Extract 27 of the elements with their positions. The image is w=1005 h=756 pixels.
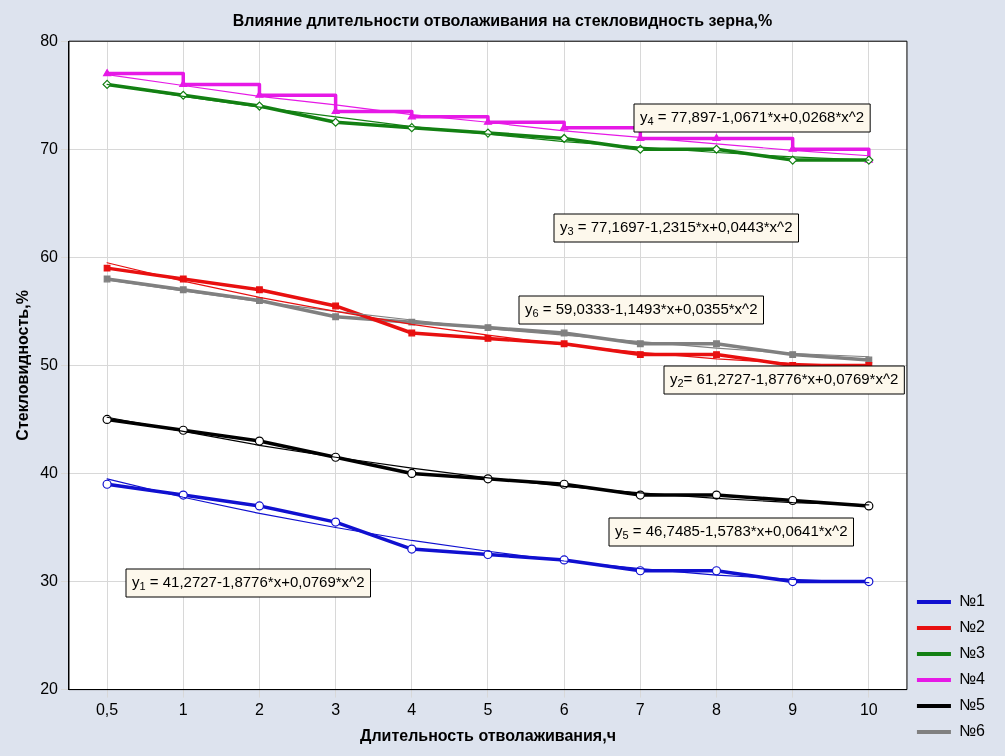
x-tick-label: 3 bbox=[331, 700, 341, 718]
x-tick-label: 6 bbox=[559, 700, 569, 718]
y-tick-label: 60 bbox=[40, 247, 59, 265]
x-tick-label: 2 bbox=[254, 700, 264, 718]
y-tick-label: 70 bbox=[40, 139, 59, 157]
x-tick-label: 10 bbox=[859, 700, 878, 718]
y-tick-label: 80 bbox=[40, 31, 59, 49]
legend-label: №3 bbox=[958, 644, 986, 662]
x-axis-title: Длительность отволаживания,ч bbox=[360, 726, 616, 744]
x-tick-label: 7 bbox=[635, 700, 645, 718]
y-tick-label: 30 bbox=[40, 571, 59, 589]
y-tick-label: 50 bbox=[40, 355, 59, 373]
legend-label: №4 bbox=[958, 670, 986, 688]
y-axis-title: Стекловидность,% bbox=[14, 290, 32, 441]
chart-title: Влияние длительности отволаживания на стекловидность зерна,% bbox=[232, 12, 773, 30]
x-tick-label: 5 bbox=[483, 700, 493, 718]
x-tick-label: 1 bbox=[178, 700, 188, 718]
x-tick-label: 4 bbox=[407, 700, 417, 718]
legend-label: №6 bbox=[958, 722, 986, 740]
y-tick-label: 40 bbox=[40, 463, 59, 481]
legend-label: №1 bbox=[958, 592, 986, 610]
x-tick-label: 9 bbox=[788, 700, 798, 718]
x-tick-label: 8 bbox=[712, 700, 722, 718]
y-tick-label: 20 bbox=[40, 680, 59, 698]
legend-label: №5 bbox=[958, 696, 986, 714]
x-tick-label: 0,5 bbox=[95, 700, 119, 718]
legend-label: №2 bbox=[958, 618, 986, 636]
